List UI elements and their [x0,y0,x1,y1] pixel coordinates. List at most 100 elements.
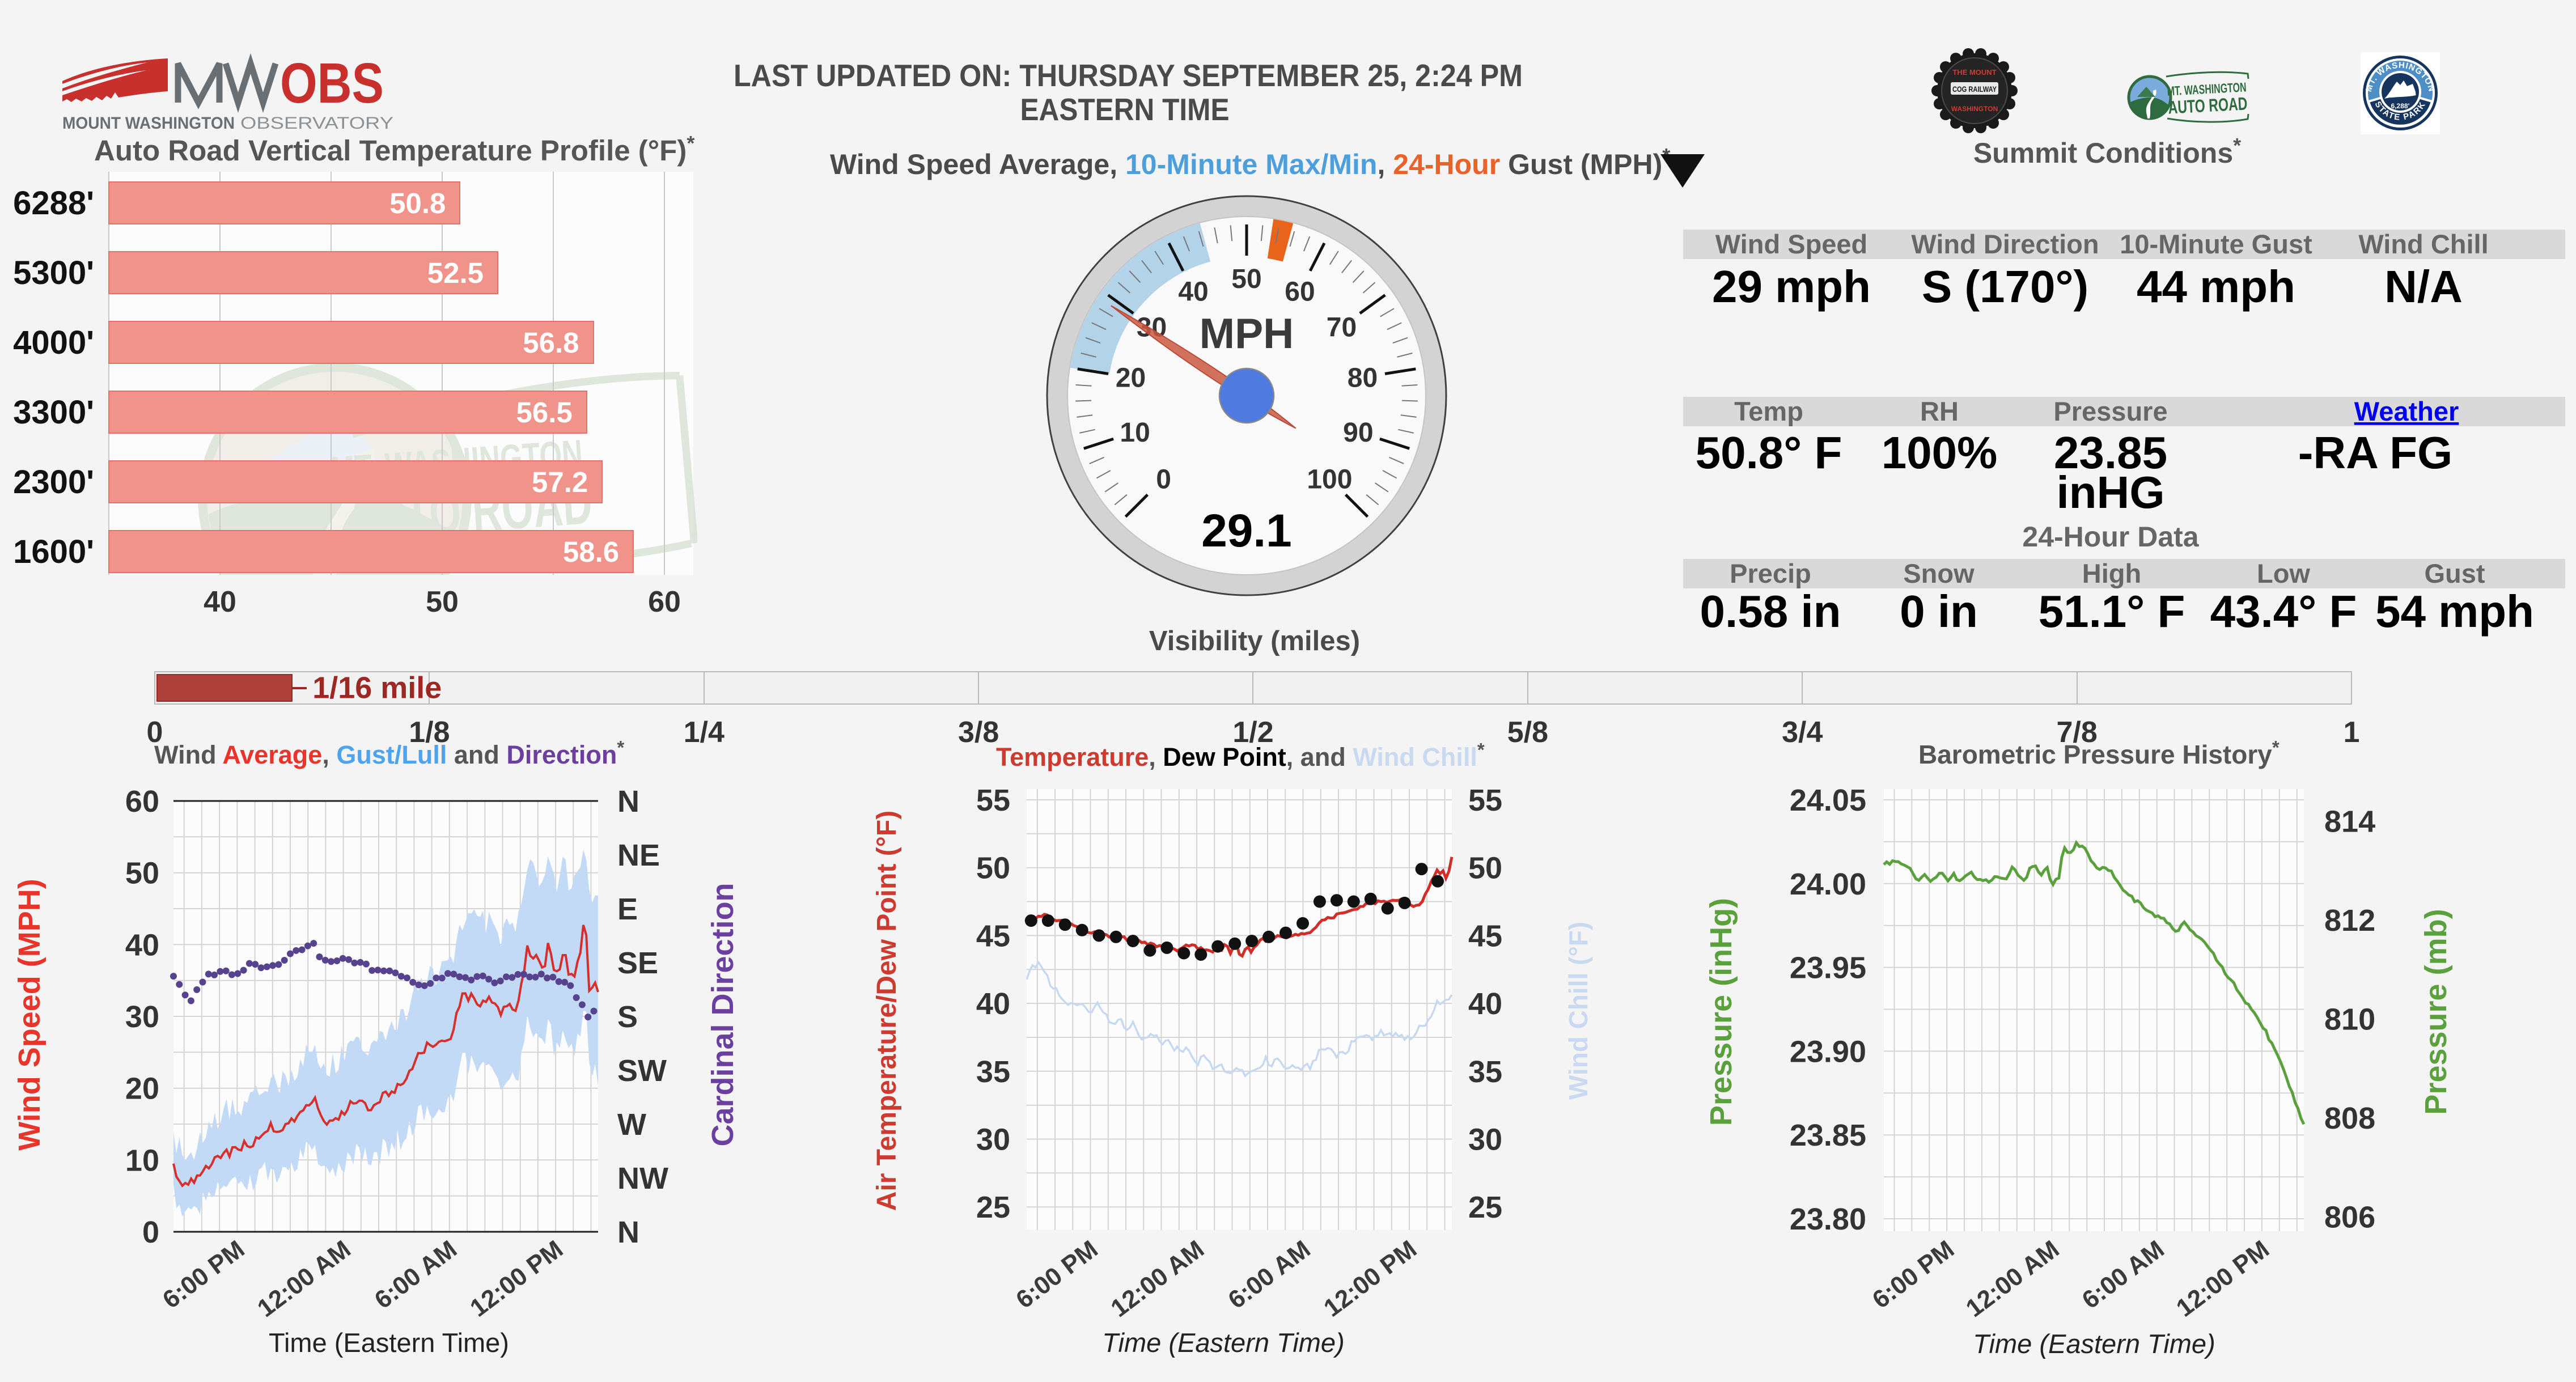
svg-text:7/8: 7/8 [2056,716,2097,749]
svg-text:3/8: 3/8 [958,716,999,749]
svg-text:0: 0 [142,1215,159,1249]
svg-text:High: High [2082,558,2141,588]
svg-text:808: 808 [2324,1101,2375,1135]
svg-text:Wind Speed Average, 10-Minute: Wind Speed Average, 10-Minute Max/Min, 2… [830,144,1670,180]
svg-text:N: N [617,785,639,819]
svg-text:S (170°): S (170°) [1922,261,2088,312]
svg-text:0: 0 [1156,464,1171,494]
svg-text:43.4° F: 43.4° F [2210,586,2357,637]
svg-text:E: E [617,892,638,926]
svg-text:RH: RH [1920,396,1959,426]
svg-text:52.5: 52.5 [427,257,484,289]
svg-text:Wind Speed: Wind Speed [1715,229,1868,259]
svg-text:Pressure (inHg): Pressure (inHg) [1704,898,1738,1126]
svg-text:24.05: 24.05 [1790,783,1866,817]
svg-text:60: 60 [125,785,159,819]
svg-text:812: 812 [2324,904,2375,938]
svg-text:23.80: 23.80 [1790,1202,1866,1236]
svg-text:60: 60 [1285,277,1315,307]
svg-text:20: 20 [125,1072,159,1106]
svg-text:1: 1 [2344,716,2360,749]
svg-text:20: 20 [1116,363,1146,393]
svg-text:Pressure (mb): Pressure (mb) [2419,909,2453,1114]
svg-text:5/8: 5/8 [1507,716,1548,749]
svg-text:30: 30 [1468,1123,1502,1157]
svg-text:MOUNT WASHINGTON: MOUNT WASHINGTON [62,114,235,133]
svg-text:COG RAILWAY: COG RAILWAY [1952,84,1997,94]
svg-text:THE MOUNT: THE MOUNT [1952,68,1996,77]
svg-text:NW: NW [617,1161,668,1196]
svg-text:23.85: 23.85 [1790,1118,1866,1152]
svg-text:1/8: 1/8 [409,716,450,749]
svg-text:SW: SW [617,1054,667,1088]
svg-text:Wind Chill (°F): Wind Chill (°F) [1564,922,1593,1100]
svg-text:Wind Direction: Wind Direction [1911,229,2099,259]
svg-text:Auto Road Vertical Temperature: Auto Road Vertical Temperature Profile (… [94,132,694,167]
svg-text:40: 40 [976,987,1010,1021]
svg-text:OBSERVATORY: OBSERVATORY [240,114,393,133]
svg-text:Temperature, Dew Point, and Wi: Temperature, Dew Point, and Wind Chill* [996,739,1485,771]
svg-text:24.00: 24.00 [1790,867,1866,901]
svg-text:40: 40 [1468,987,1502,1021]
svg-text:30: 30 [125,1000,159,1034]
svg-text:Time (Eastern Time): Time (Eastern Time) [269,1328,509,1358]
svg-text:Low: Low [2257,558,2310,588]
svg-text:60: 60 [648,586,681,618]
svg-text:Snow: Snow [1903,558,1975,588]
svg-text:80: 80 [1348,363,1378,393]
svg-text:10: 10 [125,1143,159,1177]
svg-text:N/A: N/A [2384,261,2463,312]
svg-text:OBS: OBS [280,52,384,115]
svg-text:35: 35 [976,1055,1010,1089]
svg-text:1/2: 1/2 [1232,716,1273,749]
svg-text:50.8° F: 50.8° F [1696,427,1842,478]
svg-text:45: 45 [976,919,1010,953]
svg-text:100: 100 [1307,464,1352,494]
svg-text:Gust: Gust [2424,558,2485,588]
svg-text:40: 40 [1178,277,1208,307]
svg-text:-RA FG: -RA FG [2298,427,2453,478]
svg-text:LAST UPDATED ON: THURSDAY SEPT: LAST UPDATED ON: THURSDAY SEPTEMBER 25, … [734,58,1523,93]
svg-text:55: 55 [976,783,1010,817]
svg-text:44 mph: 44 mph [2137,261,2295,312]
svg-text:NE: NE [617,838,660,872]
svg-text:Wind Chill: Wind Chill [2358,229,2488,259]
svg-text:51.1° F: 51.1° F [2039,586,2185,637]
svg-text:Air Temperature/Dew Point (°F): Air Temperature/Dew Point (°F) [872,811,902,1211]
svg-text:100%: 100% [1882,427,1998,478]
svg-text:0.58 in: 0.58 in [1700,586,1841,637]
svg-text:Visibility (miles): Visibility (miles) [1149,626,1360,656]
svg-text:55: 55 [1468,783,1502,817]
svg-text:Wind Speed (MPH): Wind Speed (MPH) [12,879,46,1151]
svg-text:40: 40 [204,586,236,618]
svg-text:Precip: Precip [1730,558,1811,588]
svg-text:50: 50 [125,857,159,891]
svg-text:S: S [617,1000,638,1034]
svg-text:1600': 1600' [13,533,94,570]
svg-text:Pressure: Pressure [2053,396,2167,426]
svg-text:806: 806 [2324,1201,2375,1235]
svg-text:50: 50 [1231,264,1261,294]
svg-text:W: W [617,1108,646,1142]
svg-text:23.85: 23.85 [2054,427,2167,478]
svg-text:10-Minute Gust: 10-Minute Gust [2120,229,2312,259]
svg-text:6288': 6288' [13,185,94,222]
svg-text:50: 50 [1468,851,1502,885]
svg-text:30: 30 [976,1123,1010,1157]
svg-text:5300': 5300' [13,255,94,291]
svg-text:Temp: Temp [1734,396,1803,426]
svg-text:2300': 2300' [13,464,94,501]
svg-text:58.6: 58.6 [563,536,619,568]
svg-text:Time (Eastern Time): Time (Eastern Time) [1102,1328,1344,1358]
svg-text:29.1: 29.1 [1201,505,1292,557]
svg-text:N: N [617,1215,639,1249]
svg-text:814: 814 [2324,804,2375,838]
svg-text:35: 35 [1468,1055,1502,1089]
svg-text:57.2: 57.2 [532,466,588,498]
svg-text:inHG: inHG [2056,467,2164,518]
svg-text:MPH: MPH [1200,310,1294,357]
svg-text:Summit Conditions*: Summit Conditions* [1973,134,2241,169]
svg-text:25: 25 [1468,1190,1502,1224]
svg-text:29 mph: 29 mph [1712,261,1871,312]
svg-text:Cardinal Direction: Cardinal Direction [706,883,740,1146]
